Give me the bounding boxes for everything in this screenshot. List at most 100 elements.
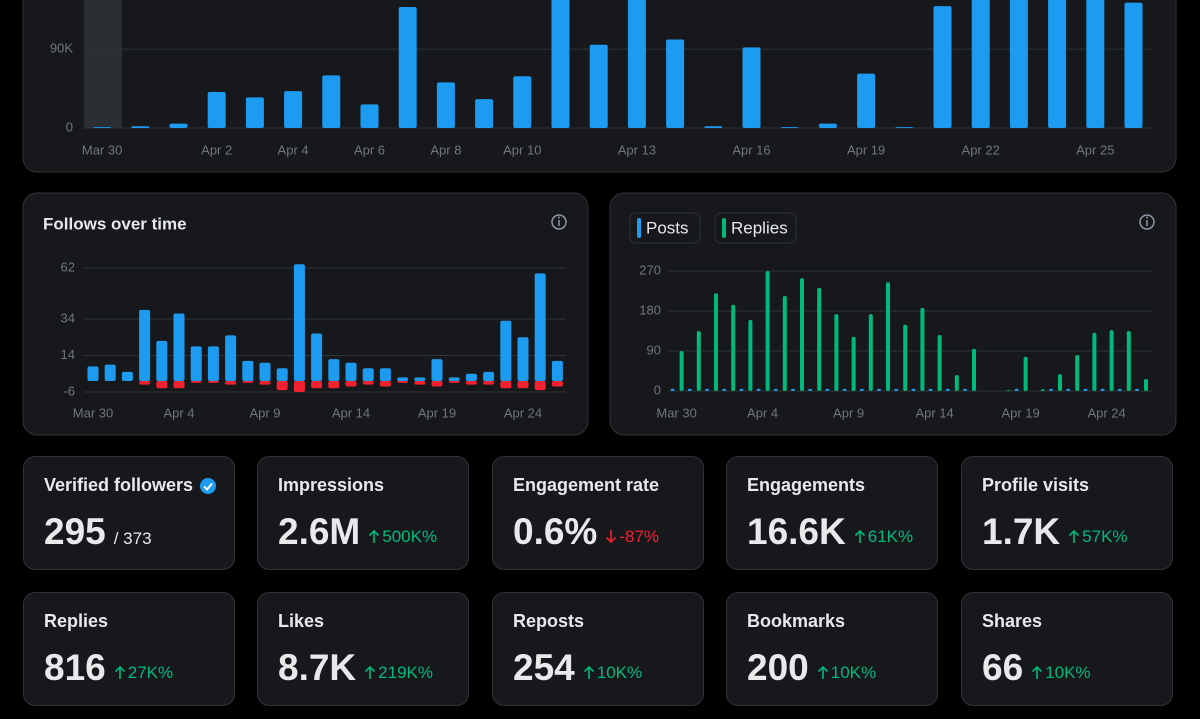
legend-marker <box>722 218 726 238</box>
bar <box>276 381 288 391</box>
card-row: 295 / 373 <box>44 511 152 553</box>
bar <box>933 6 952 129</box>
legend-label: Replies <box>731 218 788 237</box>
bar <box>972 348 976 391</box>
bar <box>431 381 443 387</box>
y-tick-label: 270 <box>639 262 661 277</box>
legend-marker <box>637 218 641 238</box>
y-tick-label: 62 <box>61 259 75 274</box>
bar <box>1058 374 1062 391</box>
delta-arrow <box>114 665 125 679</box>
bar <box>818 123 837 128</box>
bar <box>242 381 254 383</box>
bar <box>687 388 692 391</box>
bar <box>190 381 202 383</box>
legend-pill[interactable] <box>714 212 797 244</box>
card-title: Reposts <box>513 611 584 632</box>
bar <box>1006 390 1011 391</box>
bar <box>379 368 391 382</box>
x-tick-label: Apr 16 <box>732 142 770 157</box>
bar <box>920 307 925 391</box>
card-value: 8.7K <box>278 647 357 688</box>
stat-card: Shares 66 10K% <box>961 592 1173 706</box>
delta-arrow <box>854 529 865 543</box>
card-delta: 10K% <box>583 663 642 683</box>
card-delta-text: -87% <box>619 526 660 546</box>
info-icon[interactable] <box>551 214 567 230</box>
card-delta-text: 500K% <box>382 526 438 546</box>
bar <box>293 381 305 392</box>
card-title: Likes <box>278 611 324 632</box>
x-tick-label: Apr 4 <box>163 405 194 420</box>
bar <box>756 388 761 391</box>
bar <box>714 293 718 391</box>
delta-arrow <box>369 529 380 543</box>
bar <box>225 381 237 385</box>
bar <box>360 104 379 128</box>
bar <box>534 381 546 391</box>
bar <box>895 127 914 128</box>
bar <box>551 360 563 382</box>
card-title-text: Engagement rate <box>513 475 660 495</box>
bar <box>731 304 736 391</box>
y-tick-label: 34 <box>61 310 75 325</box>
charts: Follows over time 0 90K Mar 30 Apr 2 Apr 4 Ap… <box>22 0 1177 436</box>
bar <box>1135 388 1139 391</box>
delta-arrow <box>1032 665 1043 679</box>
bar <box>859 388 864 391</box>
bar <box>483 371 495 382</box>
x-tick-label: Apr 19 <box>1001 405 1039 420</box>
bar <box>156 381 168 389</box>
stat-card: Likes 8.7K 219K% <box>257 592 469 706</box>
bar <box>722 388 727 391</box>
x-tick-label: Apr 9 <box>833 405 864 420</box>
delta-arrow <box>583 665 594 679</box>
bar <box>877 388 881 391</box>
card-delta-text: 219K% <box>378 662 433 682</box>
bar <box>513 76 532 128</box>
bar <box>1117 388 1122 391</box>
x-tick-label: Mar 30 <box>73 405 113 420</box>
bar <box>311 381 323 389</box>
bar <box>465 373 477 382</box>
delta-arrow <box>365 665 376 679</box>
card-value: 816 <box>44 647 106 688</box>
card-title-text: Engagements <box>747 475 866 495</box>
bar <box>1049 388 1053 391</box>
bar <box>739 388 744 391</box>
bar <box>1092 332 1097 391</box>
bar <box>1040 389 1045 391</box>
legend-pill[interactable] <box>629 212 701 244</box>
x-tick-label: Apr 14 <box>332 405 370 420</box>
info-icon[interactable] <box>1139 214 1155 230</box>
y-tick-label: 90 <box>647 342 661 357</box>
card-delta-text: 10K% <box>596 662 643 682</box>
x-tick-label: Apr 25 <box>1076 142 1114 157</box>
card-delta: 10K% <box>817 663 876 683</box>
card-value: 2.6M <box>278 511 361 552</box>
card-row: 1.7K 57K% <box>982 511 1128 553</box>
delta-arrow <box>1069 529 1080 543</box>
card-value: 16.6K <box>747 511 846 552</box>
card-delta: -87% <box>605 527 659 547</box>
bar <box>857 73 876 128</box>
card-title-text: Impressions <box>278 475 385 495</box>
x-tick-label: Apr 9 <box>249 405 280 420</box>
bar <box>259 381 271 385</box>
bar <box>551 0 570 128</box>
bar <box>551 381 563 387</box>
card-title: Engagement rate <box>513 475 659 496</box>
y-tick-label: 180 <box>639 302 661 317</box>
stat-card: Profile visits 1.7K 57K% <box>961 456 1173 570</box>
bar <box>104 364 116 382</box>
x-tick-label: Mar 30 <box>82 142 122 157</box>
card-value: 0.6% <box>513 511 598 552</box>
bar <box>139 381 151 385</box>
bar <box>322 75 341 128</box>
stat-card: Replies 816 27K% <box>23 592 235 706</box>
card-delta-text: 57K% <box>1082 526 1128 546</box>
card-delta-text: 27K% <box>127 662 174 682</box>
bar <box>696 331 701 391</box>
bar <box>397 377 409 382</box>
